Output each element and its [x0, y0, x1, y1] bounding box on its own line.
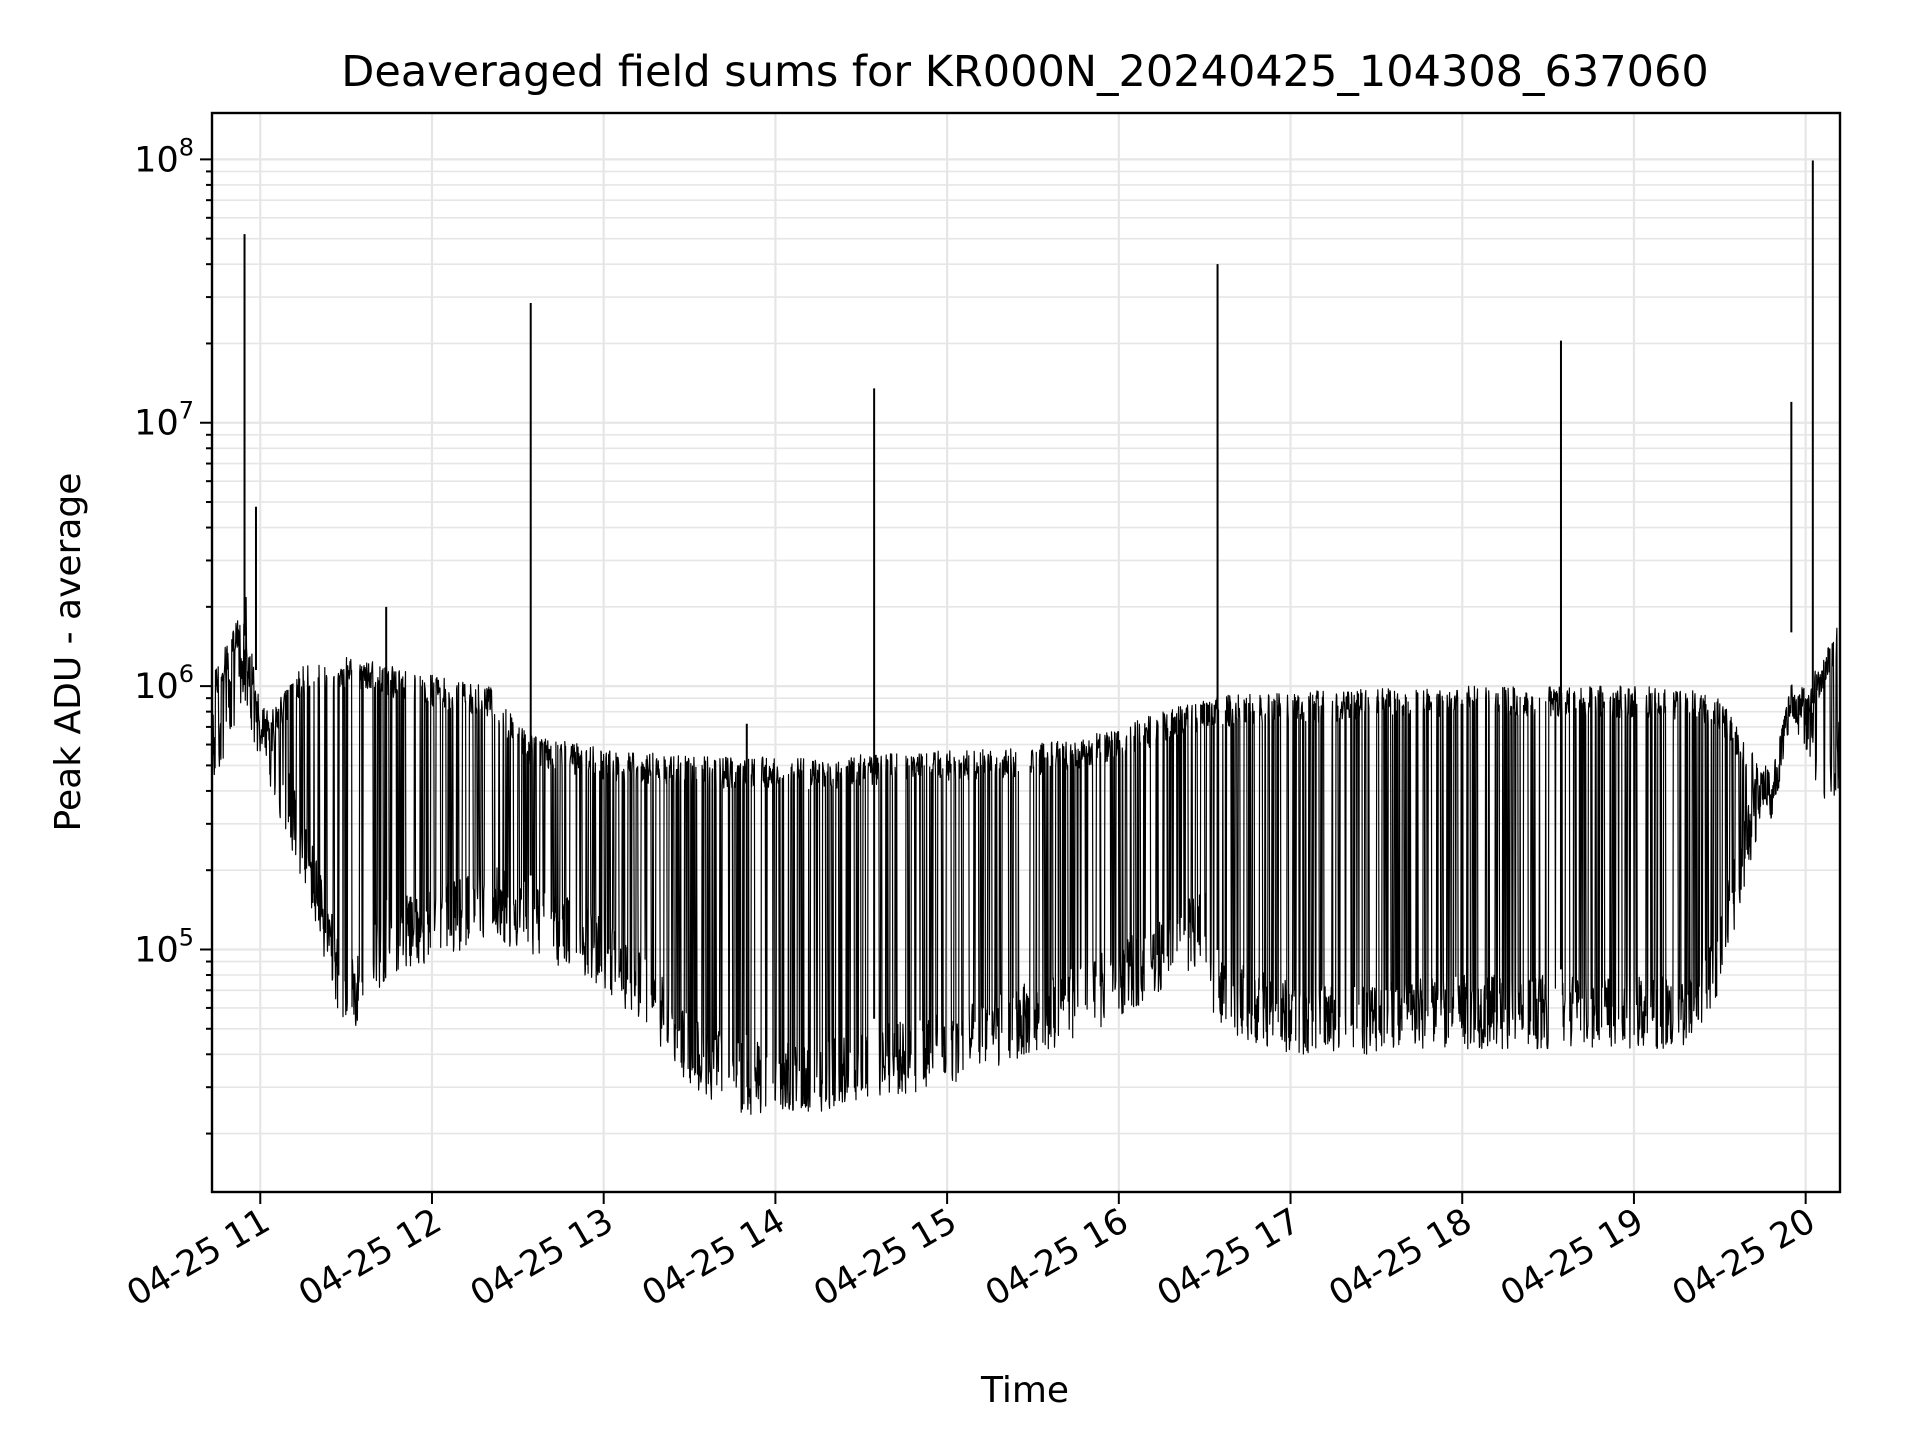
- series-line: [211, 596, 1841, 1115]
- plot-frame: [210, 111, 1842, 1194]
- y-tick-label: 106: [134, 660, 194, 707]
- x-axis-label: Time: [980, 1370, 1069, 1411]
- y-tick-label: 107: [134, 397, 194, 444]
- y-tick-label: 105: [134, 923, 194, 970]
- y-axis: 105 106 107 108: [134, 133, 212, 1135]
- y-tick-label: 108: [134, 133, 194, 180]
- y-axis-label: Peak ADU - average: [48, 473, 89, 832]
- series-path: [211, 596, 1841, 1115]
- chart-title: Deaveraged field sums for KR000N_2024042…: [341, 47, 1708, 97]
- spikes: [243, 160, 1814, 1036]
